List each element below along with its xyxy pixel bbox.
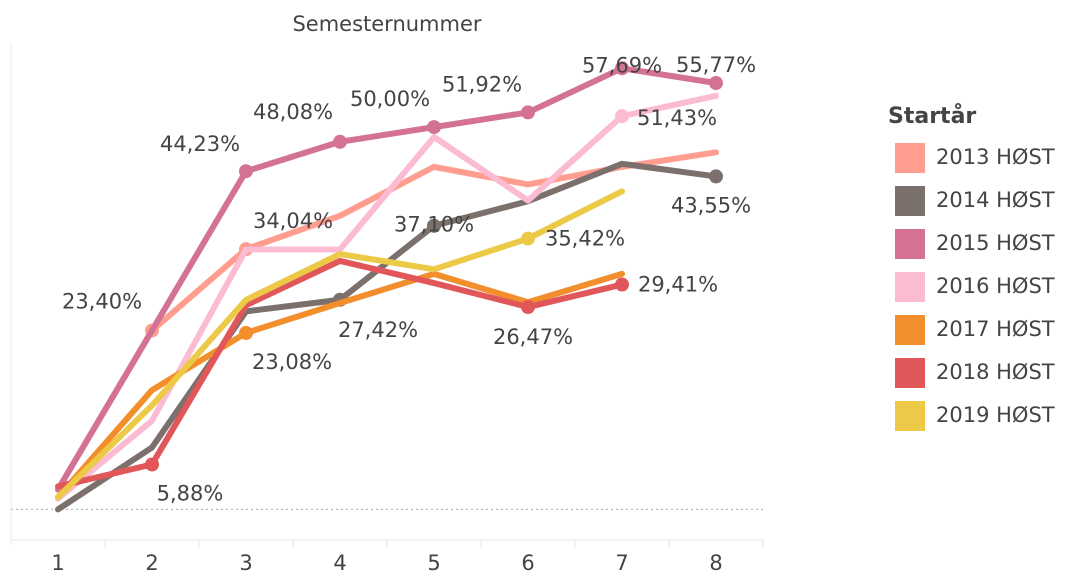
data-label: 37,10% (394, 213, 474, 237)
data-label: 57,69% (582, 53, 662, 77)
data-label: 44,23% (160, 132, 240, 156)
legend-label: 2016 HØST (936, 274, 1055, 298)
legend-label: 2018 HØST (936, 360, 1055, 384)
point (239, 164, 253, 179)
x-tick-label: 8 (709, 551, 722, 575)
legend-label: 2013 HØST (936, 145, 1055, 169)
legend-label: 2014 HØST (936, 188, 1055, 212)
legend-swatch (895, 229, 925, 259)
data-label: 23,40% (62, 289, 142, 313)
x-tick-label: 3 (239, 551, 252, 575)
x-tick-label: 6 (521, 551, 534, 575)
point (521, 300, 535, 315)
x-tick-label: 4 (333, 551, 346, 575)
data-label: 51,92% (442, 72, 522, 96)
legend-label: 2019 HØST (936, 403, 1055, 427)
x-tick-label: 1 (51, 551, 64, 575)
series-line (55, 65, 719, 493)
x-tick-label: 2 (145, 551, 158, 575)
legend-swatch (895, 272, 925, 302)
data-label: 50,00% (350, 87, 430, 111)
data-label: 26,47% (493, 325, 573, 349)
legend-swatch (895, 401, 925, 431)
data-label: 35,42% (545, 227, 625, 251)
data-label: 34,04% (253, 209, 333, 233)
x-tick-label: 5 (427, 551, 440, 575)
point (521, 231, 535, 246)
point (615, 61, 629, 76)
legend-label: 2015 HØST (936, 231, 1055, 255)
point (521, 105, 535, 120)
data-label: 55,77% (676, 53, 756, 77)
point (145, 457, 159, 472)
point (709, 75, 723, 90)
data-label: 23,08% (252, 350, 332, 374)
point (239, 325, 253, 340)
legend-swatch (895, 143, 925, 173)
legend-title: Startår (888, 103, 976, 129)
legend-swatch (895, 315, 925, 345)
point (615, 109, 629, 124)
legend-swatch (895, 186, 925, 216)
point (427, 120, 441, 135)
point (615, 277, 629, 292)
data-label: 29,41% (638, 273, 718, 297)
data-label: 5,88% (157, 481, 224, 505)
point (427, 218, 441, 233)
data-label: 27,42% (338, 318, 418, 342)
legend-swatch (895, 358, 925, 388)
data-label: 48,08% (253, 100, 333, 124)
x-tick-label: 7 (615, 551, 628, 575)
data-label: 43,55% (671, 193, 751, 217)
chart-title: Semesternummer (292, 12, 481, 36)
legend-label: 2017 HØST (936, 317, 1055, 341)
point (333, 134, 347, 149)
data-label: 51,43% (637, 106, 717, 130)
point (709, 169, 723, 184)
